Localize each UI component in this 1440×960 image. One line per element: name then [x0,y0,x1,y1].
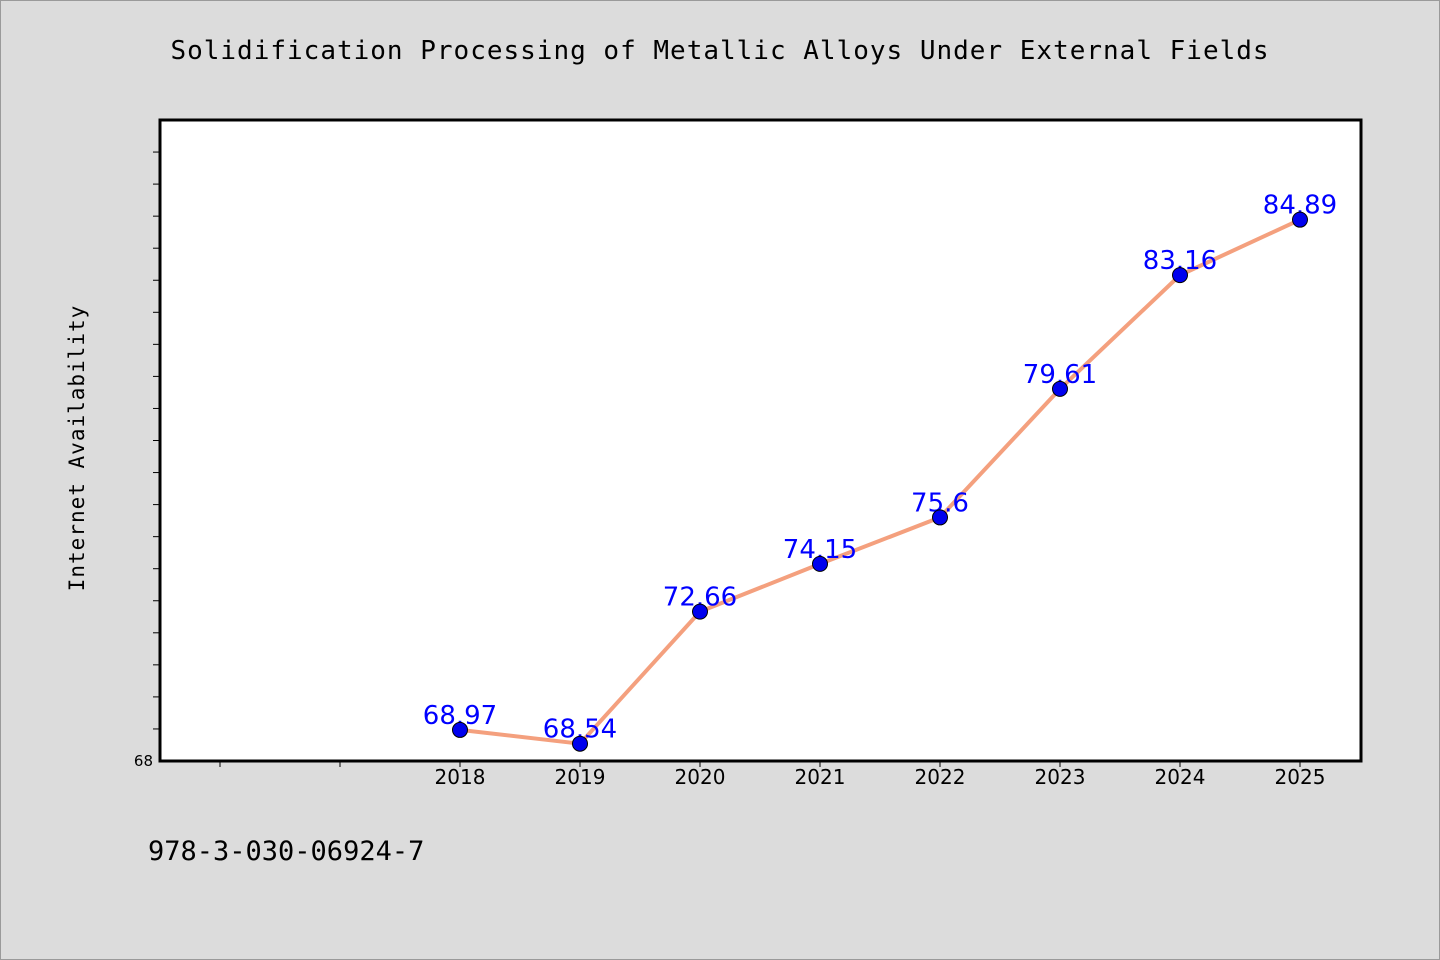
x-tick-label: 2022 [915,765,966,789]
data-point [1052,380,1068,397]
x-tick-label: 2020 [675,765,726,789]
y-axis-ticks: 68 [134,151,160,770]
isbn-footer: 978-3-030-06924-7 [148,836,425,867]
chart-title: Solidification Processing of Metallic Al… [170,36,1270,66]
data-point [692,603,708,620]
x-tick-label: 2018 [435,765,486,789]
x-tick-label: 2019 [555,765,606,789]
data-point [452,721,468,738]
x-tick-label: 2024 [1155,765,1206,789]
x-tick-label: 2023 [1035,765,1086,789]
data-point [812,555,828,572]
data-point [1172,267,1188,284]
x-axis-ticks: 2018 2019 2020 2021 2022 2023 2024 2025 [219,761,1326,789]
plot-area [158,118,1363,763]
data-point [1292,211,1308,228]
x-tick-label: 2021 [795,765,846,789]
data-point [572,735,588,752]
series-line [458,217,1302,746]
data-point [932,509,948,526]
x-tick-label: 2025 [1275,765,1326,789]
y-tick-label: 68 [134,752,153,770]
